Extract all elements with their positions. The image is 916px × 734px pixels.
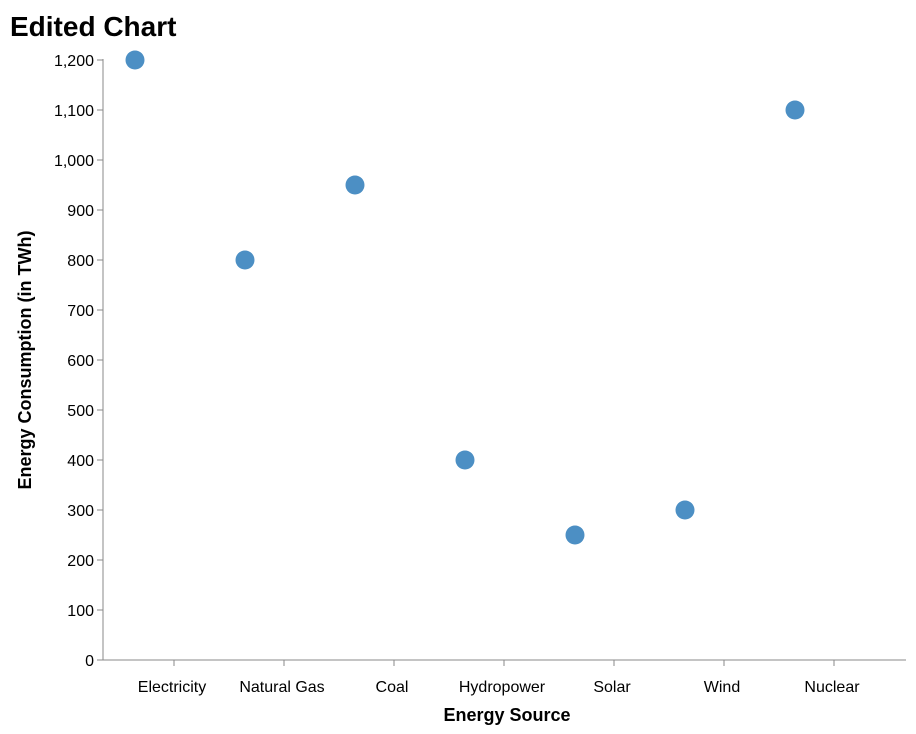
x-tick-label: Solar (593, 679, 631, 696)
y-tick-label: 800 (67, 253, 94, 270)
y-axis: 0 100 200 300 400 500 600 700 800 900 1,000 1,100 1,… (54, 53, 104, 670)
data-point (125, 50, 145, 70)
chart-title: Edited Chart (10, 11, 176, 42)
y-tick-label: 200 (67, 553, 94, 570)
x-axis: Electricity Natural Gas Coal Hydropower Sola… (103, 659, 906, 696)
x-tick-label: Electricity (138, 679, 206, 696)
x-axis-title: Energy Source (443, 705, 570, 725)
data-points (125, 50, 805, 545)
x-tick-label: Hydropower (459, 679, 546, 696)
x-tick-label: Nuclear (804, 679, 860, 696)
y-tick-label: 500 (67, 403, 94, 420)
data-point (785, 100, 805, 120)
y-tick-label: 300 (67, 503, 94, 520)
x-tick-label: Wind (704, 679, 740, 696)
y-tick-label: 600 (67, 353, 94, 370)
y-axis-title: Energy Consumption (in TWh) (15, 231, 35, 490)
y-tick-label: 0 (85, 653, 94, 670)
data-point (675, 500, 695, 520)
y-tick-label: 100 (67, 603, 94, 620)
y-tick-label: 400 (67, 453, 94, 470)
y-tick-label: 700 (67, 303, 94, 320)
y-tick-label: 1,100 (54, 103, 94, 120)
x-tick-label: Natural Gas (239, 679, 324, 696)
x-tick-label: Coal (376, 679, 409, 696)
data-point (235, 250, 255, 270)
y-tick-label: 1,200 (54, 53, 94, 70)
data-point (455, 450, 475, 470)
data-point (565, 525, 585, 545)
data-point (345, 175, 365, 195)
y-tick-label: 900 (67, 203, 94, 220)
y-tick-label: 1,000 (54, 153, 94, 170)
